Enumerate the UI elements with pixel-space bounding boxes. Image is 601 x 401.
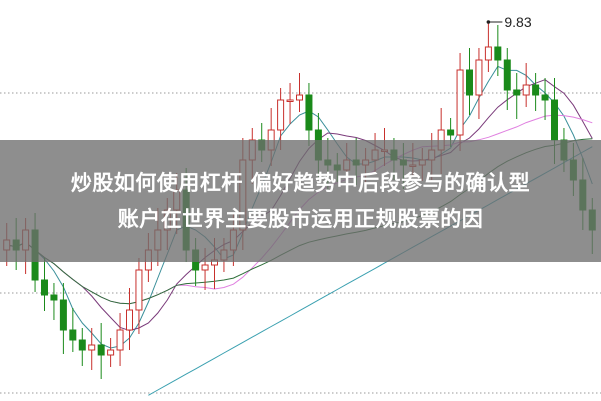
candle-down bbox=[50, 294, 58, 301]
candle-down bbox=[532, 84, 540, 96]
candle-down bbox=[447, 129, 455, 136]
candle-down bbox=[305, 94, 313, 131]
candle-up bbox=[277, 99, 285, 131]
candle-up bbox=[201, 264, 209, 271]
candle-down bbox=[97, 344, 105, 356]
candle-up bbox=[484, 46, 492, 61]
title-banner: 炒股如何使用杠杆 偏好趋势中后段参与的确认型 账户在世界主要股市运用正规股票的因 bbox=[0, 140, 601, 262]
candle-down bbox=[41, 279, 48, 296]
high-price-label: 9.83 bbox=[504, 14, 531, 30]
candle-up bbox=[296, 94, 303, 101]
candle-up bbox=[522, 84, 530, 96]
candle-up bbox=[88, 344, 96, 351]
candle-down bbox=[503, 59, 511, 91]
candle-down bbox=[541, 94, 549, 101]
candle-up bbox=[135, 269, 143, 311]
candle-down bbox=[466, 69, 473, 96]
candle-up bbox=[107, 349, 115, 356]
candle-down bbox=[513, 89, 521, 96]
candle-down bbox=[78, 339, 86, 351]
candle-up bbox=[116, 329, 124, 351]
candle-down bbox=[551, 99, 558, 141]
candle-up bbox=[126, 309, 133, 331]
candle-down bbox=[69, 329, 77, 341]
banner-line-2: 账户在世界主要股市运用正规股票的因 bbox=[117, 207, 484, 231]
candle-up bbox=[475, 59, 483, 96]
high-marker-dot bbox=[486, 20, 491, 24]
candle-down bbox=[494, 46, 502, 61]
candle-up bbox=[286, 99, 294, 102]
candle-up bbox=[456, 69, 464, 136]
candle-down bbox=[59, 299, 67, 331]
banner-line-1: 炒股如何使用杠杆 偏好趋势中后段参与的确认型 bbox=[70, 171, 531, 195]
